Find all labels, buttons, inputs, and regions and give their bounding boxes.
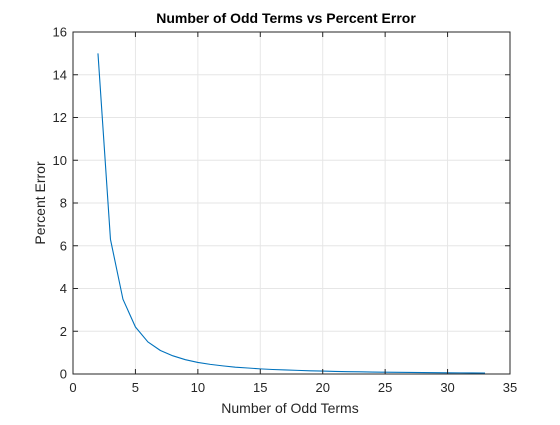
x-axis-label: Number of Odd Terms [221,400,358,416]
x-tick-label: 30 [440,380,454,395]
x-tick-label: 25 [378,380,392,395]
y-tick-label: 6 [60,238,67,253]
x-tick-label: 0 [69,380,76,395]
x-tick-label: 20 [315,380,329,395]
chart-title: Number of Odd Terms vs Percent Error [156,10,416,26]
y-tick-label: 14 [53,67,67,82]
y-tick-label: 2 [60,324,67,339]
y-tick-label: 4 [60,281,67,296]
y-tick-label: 16 [53,25,67,40]
x-tick-label: 5 [132,380,139,395]
y-tick-label: 8 [60,196,67,211]
y-tick-label: 12 [53,110,67,125]
x-tick-label: 10 [191,380,205,395]
x-tick-label: 15 [253,380,267,395]
y-axis-label: Percent Error [32,161,48,245]
y-tick-label: 0 [60,367,67,382]
x-tick-label: 35 [503,380,517,395]
y-tick-label: 10 [53,153,67,168]
